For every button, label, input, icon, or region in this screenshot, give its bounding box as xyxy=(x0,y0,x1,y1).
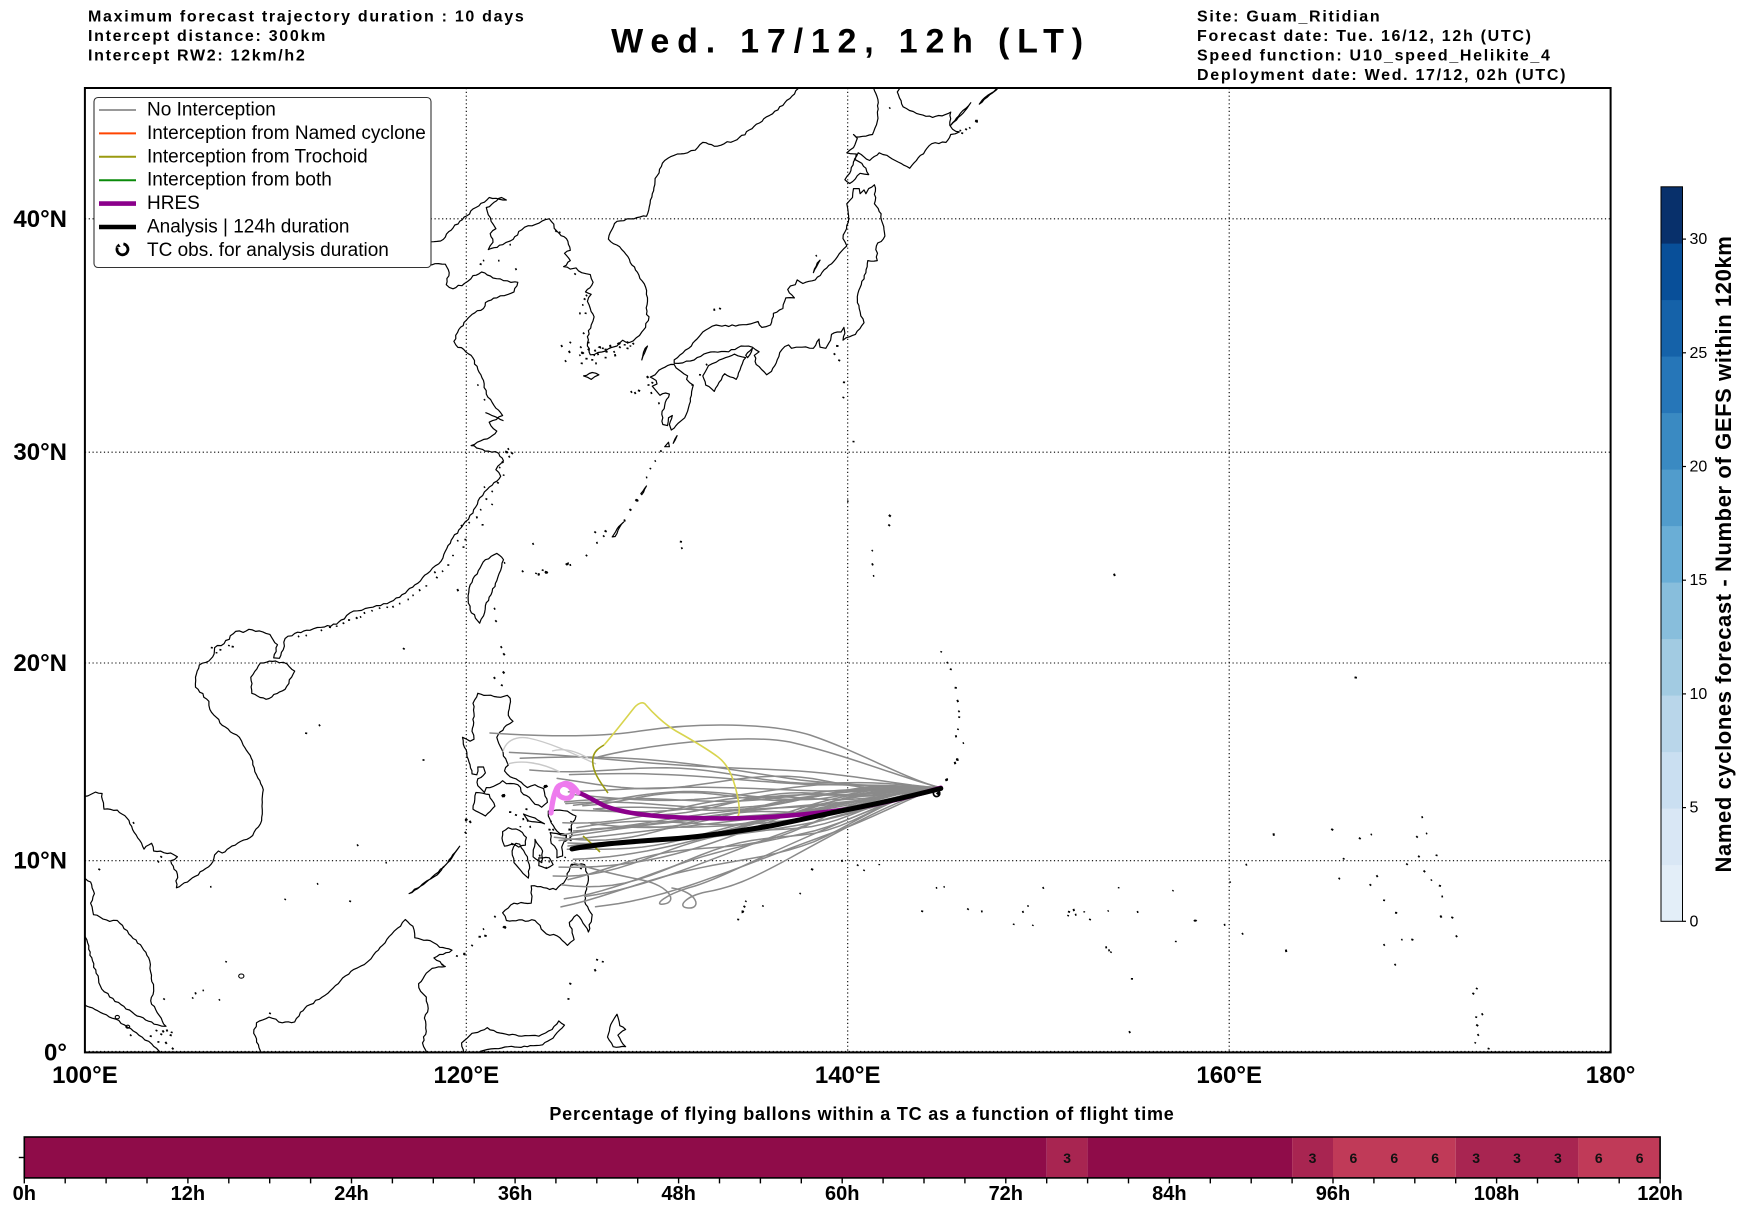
svg-text:10°N: 10°N xyxy=(13,848,67,875)
svg-text:160°E: 160°E xyxy=(1196,1062,1262,1089)
svg-text:3: 3 xyxy=(1472,1150,1480,1166)
svg-text:48h: 48h xyxy=(661,1183,695,1205)
svg-text:5: 5 xyxy=(1690,800,1699,817)
svg-text:20°N: 20°N xyxy=(13,650,67,677)
svg-text:6: 6 xyxy=(1431,1150,1439,1166)
svg-text:Site: Guam_Ritidian: Site: Guam_Ritidian xyxy=(1197,9,1381,26)
svg-text:Speed function: U10_speed_Heli: Speed function: U10_speed_Helikite_4 xyxy=(1197,48,1552,65)
svg-text:120h: 120h xyxy=(1637,1183,1683,1205)
svg-text:0°: 0° xyxy=(44,1039,67,1066)
svg-text:TC obs. for analysis duration: TC obs. for analysis duration xyxy=(147,240,389,261)
svg-text:30: 30 xyxy=(1690,231,1708,248)
svg-text:3: 3 xyxy=(1063,1150,1071,1166)
svg-text:100°E: 100°E xyxy=(52,1062,118,1089)
svg-text:36h: 36h xyxy=(498,1183,532,1205)
svg-text:Deployment date: Wed. 17/12, 0: Deployment date: Wed. 17/12, 02h (UTC) xyxy=(1197,67,1567,84)
svg-text:Interception from Trochoid: Interception from Trochoid xyxy=(147,146,368,167)
svg-text:Named cyclones forecast - Numb: Named cyclones forecast - Number of GEFS… xyxy=(1711,236,1736,873)
svg-text:Maximum forecast trajectory du: Maximum forecast trajectory duration : 1… xyxy=(88,9,525,26)
svg-text:15: 15 xyxy=(1690,572,1708,589)
svg-text:96h: 96h xyxy=(1316,1183,1350,1205)
svg-text:0h: 0h xyxy=(13,1183,36,1205)
svg-text:140°E: 140°E xyxy=(815,1062,881,1089)
svg-text:180°: 180° xyxy=(1586,1062,1636,1089)
svg-text:60h: 60h xyxy=(825,1183,859,1205)
svg-text:HRES: HRES xyxy=(147,193,200,214)
svg-text:40°N: 40°N xyxy=(13,206,67,233)
svg-text:108h: 108h xyxy=(1474,1183,1520,1205)
svg-text:3: 3 xyxy=(1554,1150,1562,1166)
svg-text:84h: 84h xyxy=(1152,1183,1186,1205)
svg-text:6: 6 xyxy=(1390,1150,1398,1166)
svg-text:20: 20 xyxy=(1690,459,1708,476)
svg-text:6: 6 xyxy=(1350,1150,1358,1166)
svg-text:Wed. 17/12, 12h (LT): Wed. 17/12, 12h (LT) xyxy=(611,23,1091,61)
svg-text:No Interception: No Interception xyxy=(147,100,276,121)
svg-text:6: 6 xyxy=(1595,1150,1603,1166)
svg-text:12h: 12h xyxy=(171,1183,205,1205)
svg-text:Forecast date: Tue. 16/12, 12h: Forecast date: Tue. 16/12, 12h (UTC) xyxy=(1197,28,1533,45)
svg-text:Percentage of flying ballons w: Percentage of flying ballons within a TC… xyxy=(549,1104,1174,1124)
svg-text:10: 10 xyxy=(1690,686,1708,703)
svg-text:Intercept distance: 300km: Intercept distance: 300km xyxy=(88,28,327,45)
svg-text:Interception from Named cyclon: Interception from Named cyclone xyxy=(147,123,426,144)
svg-text:6: 6 xyxy=(1636,1150,1644,1166)
svg-text:0: 0 xyxy=(1690,913,1699,930)
svg-text:3: 3 xyxy=(1309,1150,1317,1166)
svg-text:25: 25 xyxy=(1690,345,1708,362)
svg-text:3: 3 xyxy=(1513,1150,1521,1166)
svg-text:72h: 72h xyxy=(989,1183,1023,1205)
svg-text:30°N: 30°N xyxy=(13,439,67,466)
svg-text:Analysis | 124h duration: Analysis | 124h duration xyxy=(147,217,349,238)
svg-text:24h: 24h xyxy=(334,1183,368,1205)
svg-text:Interception from both: Interception from both xyxy=(147,170,332,191)
svg-text:Intercept RW2: 12km/h2: Intercept RW2: 12km/h2 xyxy=(88,48,307,65)
svg-text:120°E: 120°E xyxy=(433,1062,499,1089)
